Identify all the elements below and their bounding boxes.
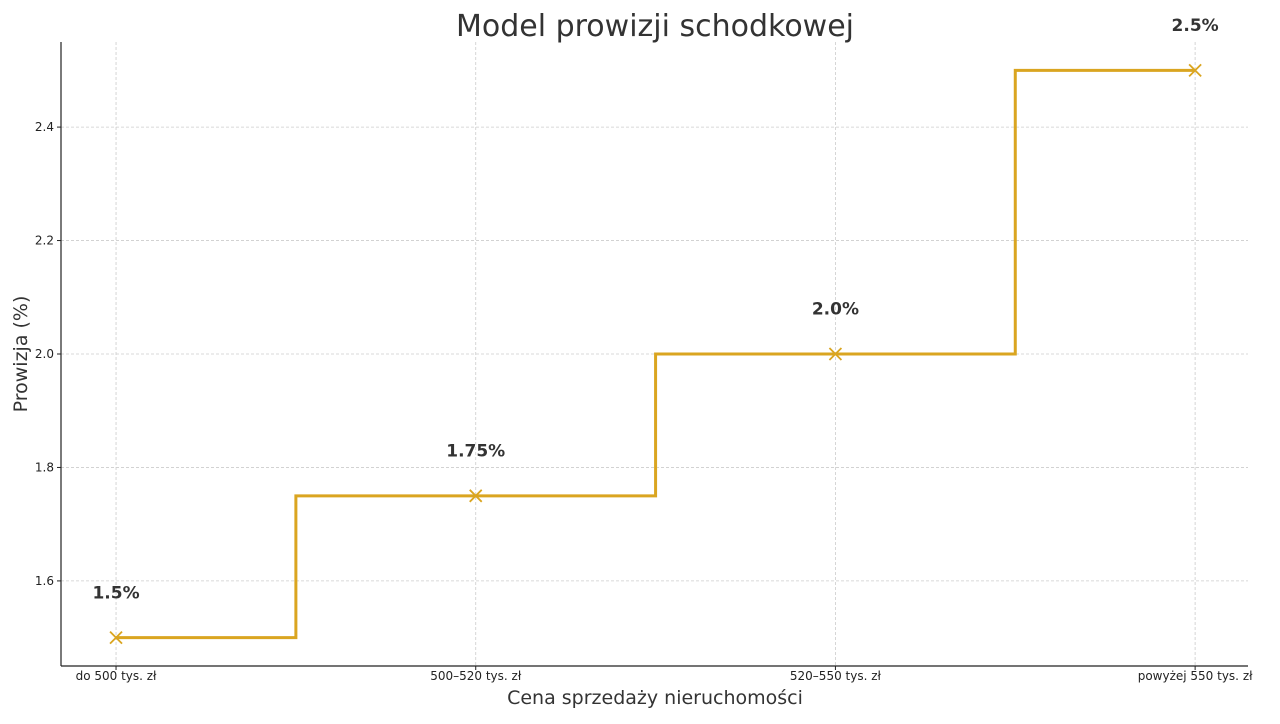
data-point-marker (1188, 63, 1202, 77)
y-tick-label: 1.6 (35, 574, 54, 588)
y-tick-label: 1.8 (35, 460, 54, 474)
data-label: 2.0% (812, 300, 859, 320)
data-point-marker (469, 489, 483, 503)
x-tick-label: powyżej 550 tys. zł (1138, 669, 1253, 683)
data-label: 1.5% (92, 583, 139, 603)
y-tick-label: 2.0 (35, 347, 54, 361)
y-axis-label: Prowizja (%) (10, 296, 32, 413)
step-line (116, 68, 1196, 640)
data-point-marker (828, 347, 843, 361)
data-point-marker (109, 630, 123, 645)
x-axis-label: Cena sprzedaży nieruchomości (507, 687, 803, 709)
data-label: 1.75% (446, 441, 505, 461)
x-tick-label: 500–520 tys. zł (430, 669, 522, 683)
series: 1.5% 1.75% 2.0% 2.5% (92, 16, 1219, 645)
data-label: 2.5% (1172, 16, 1219, 36)
ticks: 1.6 1.8 2.0 2.2 2.4 do 500 tys. zł 500–520 tys… (35, 120, 1253, 683)
chart-title: Model prowizji schodkowej (456, 9, 854, 44)
y-tick-label: 2.4 (35, 120, 54, 134)
y-tick-label: 2.2 (35, 234, 54, 248)
x-tick-label: do 500 tys. zł (76, 669, 157, 683)
x-tick-label: 520–550 tys. zł (790, 669, 882, 683)
